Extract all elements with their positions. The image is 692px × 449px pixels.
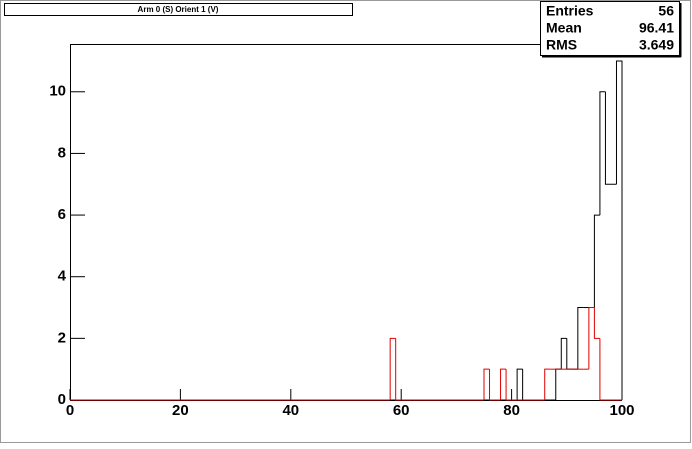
histogram-bin (593, 214, 600, 308)
y-tick-label: 2 (58, 329, 66, 346)
histogram-bin (577, 307, 584, 370)
histogram-bin (500, 368, 507, 400)
stats-value: 3.649 (639, 37, 674, 53)
stats-label: Entries (546, 3, 594, 19)
histogram-bin (599, 91, 606, 216)
histogram-bin (593, 307, 600, 339)
y-tick-label: 6 (58, 206, 66, 223)
x-tick-label: 40 (282, 402, 299, 419)
histogram-bin (505, 369, 512, 401)
stats-value: 96.41 (639, 20, 674, 36)
histogram-bin (604, 91, 611, 185)
stats-box (540, 1, 680, 56)
title-box (4, 3, 353, 16)
histogram-bin (489, 369, 496, 401)
histogram-bin (588, 307, 595, 370)
stats-label: RMS (546, 37, 577, 53)
stats-label: Mean (546, 20, 582, 36)
y-tick-label: 8 (58, 144, 66, 161)
y-tick-label: 0 (58, 391, 66, 408)
x-tick-label: 80 (503, 402, 520, 419)
histogram-bin (615, 60, 623, 400)
histogram-bin (395, 338, 402, 401)
chart-title: Arm 0 (S) Orient 1 (V) (138, 5, 219, 14)
y-tick-label: 10 (49, 83, 66, 100)
histogram-bin (544, 368, 551, 400)
stats-value: 56 (658, 3, 674, 19)
x-tick-label: 20 (172, 402, 189, 419)
histogram-bin (560, 337, 567, 370)
y-tick-label: 4 (58, 268, 67, 285)
x-tick-label: 60 (393, 402, 410, 419)
histogram-bin (389, 337, 396, 400)
x-tick-label: 0 (66, 402, 74, 419)
histogram-bin (599, 338, 606, 401)
x-tick-label: 100 (609, 402, 634, 419)
histogram-bin (483, 368, 490, 400)
histogram-bin (516, 368, 523, 400)
